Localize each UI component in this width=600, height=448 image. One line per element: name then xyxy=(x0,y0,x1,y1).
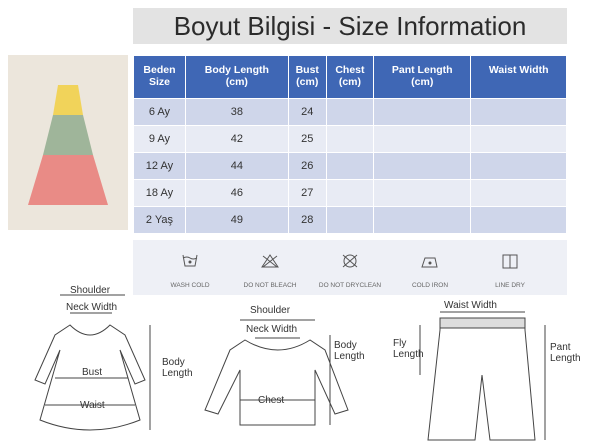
page-title: Boyut Bilgisi - Size Information xyxy=(133,8,567,44)
table-cell xyxy=(471,180,566,206)
table-cell: 2 Yaş xyxy=(134,207,185,233)
table-cell: 49 xyxy=(185,207,288,233)
care-label: COLD IRON xyxy=(411,282,449,289)
table-row: 6 Ay 38 24 xyxy=(134,99,566,125)
table-cell: 38 xyxy=(185,99,288,125)
care-item: WASH COLD xyxy=(150,240,230,295)
header-text: Chest xyxy=(335,64,365,76)
table-cell xyxy=(326,99,374,125)
pants-length-label: Pant Length xyxy=(550,342,581,364)
table-row: 9 Ay 42 25 xyxy=(134,126,566,152)
table-cell xyxy=(374,99,471,125)
table-cell: 12 Ay xyxy=(134,153,185,179)
dress-bust-label: Bust xyxy=(82,367,103,378)
table-cell xyxy=(326,126,374,152)
care-label: WASH COLD xyxy=(170,282,210,289)
table-cell: 46 xyxy=(185,180,288,206)
table-row: 2 Yaş 49 28 xyxy=(134,207,566,233)
table-cell: 42 xyxy=(185,126,288,152)
header-text: (cm) xyxy=(338,76,362,88)
size-table: Beden Size Body Length (cm) Bust (cm) Chest (cm… xyxy=(133,55,567,234)
dress-image xyxy=(28,85,108,205)
table-cell xyxy=(471,153,566,179)
dress-shoulder-label: Shoulder xyxy=(70,285,111,296)
pants-diagram xyxy=(419,311,546,441)
column-header: Bust (cm) xyxy=(288,56,326,98)
table-cell xyxy=(374,126,471,152)
do-not-dryclean-icon xyxy=(342,254,358,268)
cold-iron-icon xyxy=(421,257,438,268)
shirt-body-length-label: Body Length xyxy=(334,340,365,362)
table-cell: 28 xyxy=(288,207,326,233)
header-text: Bust xyxy=(295,64,319,76)
header-text: Beden xyxy=(143,64,176,76)
column-header: Pant Length (cm) xyxy=(374,56,471,98)
shirt-chest-label: Chest xyxy=(258,395,285,406)
table-cell: 6 Ay xyxy=(134,99,185,125)
care-label: LINE DRY xyxy=(495,282,525,289)
care-item: COLD IRON xyxy=(390,240,470,295)
table-cell: 27 xyxy=(288,180,326,206)
care-instructions: WASH COLD DO NOT BLEACH DO NOT DRYCLEAN COL… xyxy=(133,240,567,295)
header-text: Pant Length xyxy=(391,64,453,76)
table-cell: 26 xyxy=(288,153,326,179)
pants-fly-label: Fly Length xyxy=(393,338,424,360)
table-cell xyxy=(471,99,566,125)
pants-waist-label: Waist Width xyxy=(444,300,497,311)
table-cell xyxy=(374,207,471,233)
dress-diagram xyxy=(34,294,151,431)
table-cell: 25 xyxy=(288,126,326,152)
care-item: LINE DRY xyxy=(470,240,550,295)
column-header: Body Length (cm) xyxy=(185,56,288,98)
table-cell xyxy=(326,180,374,206)
dress-body-length-label: Body Length xyxy=(162,357,193,379)
table-row: 18 Ay 46 27 xyxy=(134,180,566,206)
table-cell xyxy=(471,126,566,152)
table-cell: 24 xyxy=(288,99,326,125)
column-header: Beden Size xyxy=(134,56,185,98)
header-text: Body Length xyxy=(204,64,269,76)
header-text: (cm) xyxy=(411,76,434,88)
line-dry-icon xyxy=(502,254,518,269)
care-label: DO NOT BLEACH xyxy=(243,282,297,289)
header-text: Waist Width xyxy=(488,64,549,76)
header-text: (cm) xyxy=(225,76,248,88)
column-header: Chest (cm) xyxy=(326,56,374,98)
table-cell: 9 Ay xyxy=(134,126,185,152)
table-cell xyxy=(374,153,471,179)
header-text: Size xyxy=(148,76,170,88)
care-item: DO NOT DRYCLEAN xyxy=(310,240,390,295)
table-cell: 18 Ay xyxy=(134,180,185,206)
table-cell xyxy=(374,180,471,206)
table-cell: 44 xyxy=(185,153,288,179)
shirt-diagram xyxy=(204,319,349,426)
shirt-shoulder-label: Shoulder xyxy=(250,305,291,316)
column-header: Waist Width xyxy=(471,56,566,98)
wash-cold-icon xyxy=(182,254,198,267)
table-cell xyxy=(471,207,566,233)
care-item: DO NOT BLEACH xyxy=(230,240,310,295)
care-label: DO NOT DRYCLEAN xyxy=(318,282,382,289)
shirt-neck-label: Neck Width xyxy=(246,324,298,335)
dress-neck-label: Neck Width xyxy=(66,302,118,313)
table-row: 12 Ay 44 26 xyxy=(134,153,566,179)
table-cell xyxy=(326,207,374,233)
dress-waist-label: Waist xyxy=(80,400,105,411)
table-cell xyxy=(326,153,374,179)
do-not-bleach-icon xyxy=(261,254,279,268)
product-photo xyxy=(8,55,128,230)
header-text: (cm) xyxy=(296,76,319,88)
